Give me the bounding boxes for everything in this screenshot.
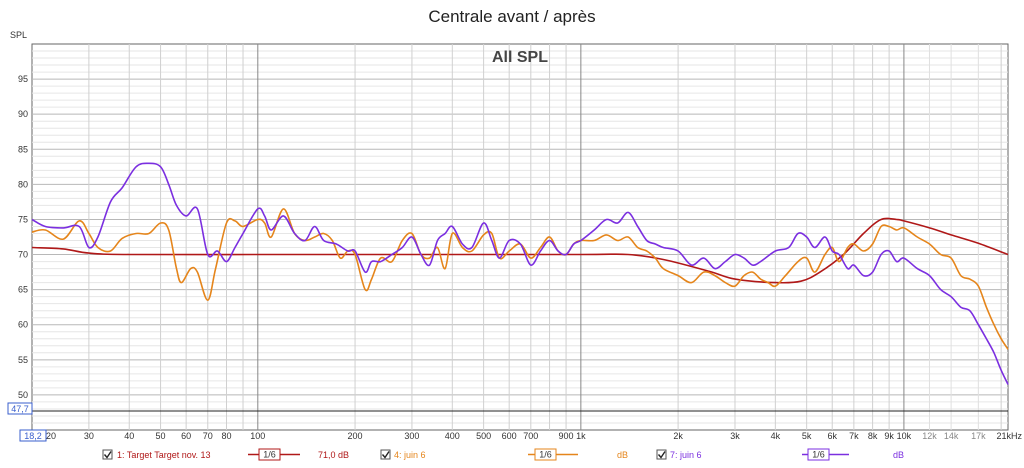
cursor-y-readout: 47,7	[11, 404, 29, 414]
chart-title: Centrale avant / après	[428, 7, 595, 26]
y-tick-label: 70	[18, 250, 28, 260]
x-tick-label: 12k	[922, 431, 937, 441]
series-visibility-checkbox[interactable]	[380, 449, 391, 460]
series-visibility-checkbox[interactable]	[656, 449, 667, 460]
plot-area[interactable]	[31, 43, 1009, 431]
y-tick-label: 85	[18, 144, 28, 154]
plot-subtitle: All SPL	[492, 49, 548, 66]
x-tick-label: 700	[523, 431, 538, 441]
x-tick-label: 5k	[802, 431, 812, 441]
smoothing-label: 1/6	[539, 450, 552, 460]
x-tick-label: 17k	[971, 431, 986, 441]
series-name: 1: Target Target nov. 13	[117, 450, 211, 460]
y-tick-label: 65	[18, 285, 28, 295]
legend: 1: Target Target nov. 13 1/6 71,0 dB 4: jui…	[102, 448, 904, 461]
series-value: dB	[893, 450, 904, 460]
x-tick-label: 300	[404, 431, 419, 441]
smoothing-button[interactable]	[258, 448, 281, 461]
x-tick-label: 400	[445, 431, 460, 441]
smoothing-label: 1/6	[812, 450, 825, 460]
x-tick-label: 7k	[849, 431, 859, 441]
x-tick-label: 6k	[827, 431, 837, 441]
x-tick-label: 20	[46, 431, 56, 441]
series-visibility-checkbox[interactable]	[102, 449, 113, 460]
x-tick-label: 60	[181, 431, 191, 441]
checkmark-icon	[657, 451, 666, 459]
y-tick-label: 75	[18, 214, 28, 224]
x-tick-label: 50	[156, 431, 166, 441]
y-tick-labels: 50 55 60 65 70 75 80 85 90 95	[18, 74, 28, 400]
smoothing-label: 1/6	[263, 450, 276, 460]
y-tick-label: 90	[18, 109, 28, 119]
cursor-x-readout: 18,2	[24, 431, 42, 441]
x-tick-label: 500	[476, 431, 491, 441]
cursor-y-readout-box	[7, 402, 33, 415]
series-line-3	[31, 162, 1009, 385]
x-tick-label: 900	[559, 431, 574, 441]
x-tick-labels: 20 30 40 50 60 70 80 100 200 300 400 500 600 700 900 1k…	[46, 431, 1022, 441]
series-value: dB	[617, 450, 628, 460]
y-tick-label: 60	[18, 320, 28, 330]
checkmark-icon	[381, 451, 390, 459]
x-tick-label: 70	[203, 431, 213, 441]
y-tick-label: 95	[18, 74, 28, 84]
x-tick-label: 30	[84, 431, 94, 441]
x-tick-label: 14k	[944, 431, 959, 441]
y-tick-label: 80	[18, 179, 28, 189]
x-tick-label: 600	[502, 431, 517, 441]
x-tick-label: 10k	[897, 431, 912, 441]
checkmark-icon	[103, 451, 112, 459]
series-lines	[31, 162, 1009, 385]
x-tick-label: 80	[221, 431, 231, 441]
cursor-x-readout-box	[19, 429, 47, 442]
x-tick-label: 1k	[576, 431, 586, 441]
series-name: 4: juin 6	[394, 450, 426, 460]
x-tick-label: 200	[348, 431, 363, 441]
y-axis-unit: SPL	[10, 30, 27, 40]
smoothing-button[interactable]	[534, 448, 557, 461]
series-line-1	[31, 217, 1009, 284]
x-tick-label: 21kHz	[996, 431, 1022, 441]
x-tick-label: 3k	[730, 431, 740, 441]
series-line-2	[31, 208, 1009, 350]
x-tick-label: 40	[124, 431, 134, 441]
x-tick-label: 8k	[868, 431, 878, 441]
series-value: 71,0 dB	[318, 450, 349, 460]
x-tick-label: 2k	[673, 431, 683, 441]
series-name: 7: juin 6	[670, 450, 702, 460]
x-tick-label: 100	[250, 431, 265, 441]
y-tick-label: 55	[18, 355, 28, 365]
x-tick-label: 9k	[884, 431, 894, 441]
y-tick-label: 50	[18, 390, 28, 400]
smoothing-button[interactable]	[807, 448, 830, 461]
x-tick-label: 4k	[771, 431, 781, 441]
